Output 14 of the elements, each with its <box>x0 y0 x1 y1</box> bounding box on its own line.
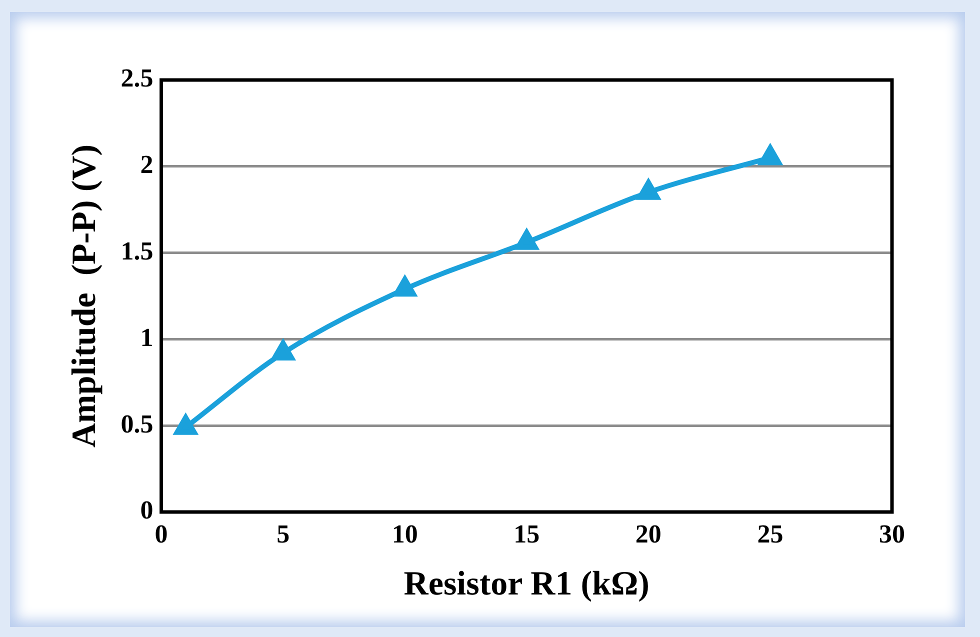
x-tick-label: 15 <box>514 519 540 548</box>
y-tick-label: 1.5 <box>120 236 154 266</box>
x-tick-label: 5 <box>276 519 290 548</box>
x-tick-label: 25 <box>757 519 784 548</box>
x-tick-label: 20 <box>635 519 662 548</box>
y-tick-label: 1 <box>140 322 154 352</box>
y-tick-label: 2.5 <box>120 64 154 93</box>
y-tick-label: 0 <box>140 496 154 525</box>
x-axis-title: Resistor R1 (kΩ) <box>404 565 650 602</box>
y-tick-label: 2 <box>140 150 154 180</box>
y-tick-label: 0.5 <box>120 409 154 438</box>
y-axis-title: Amplitude (P-P) (V) <box>66 144 104 448</box>
x-tick-label: 10 <box>392 519 418 548</box>
x-tick-label: 30 <box>879 519 905 548</box>
